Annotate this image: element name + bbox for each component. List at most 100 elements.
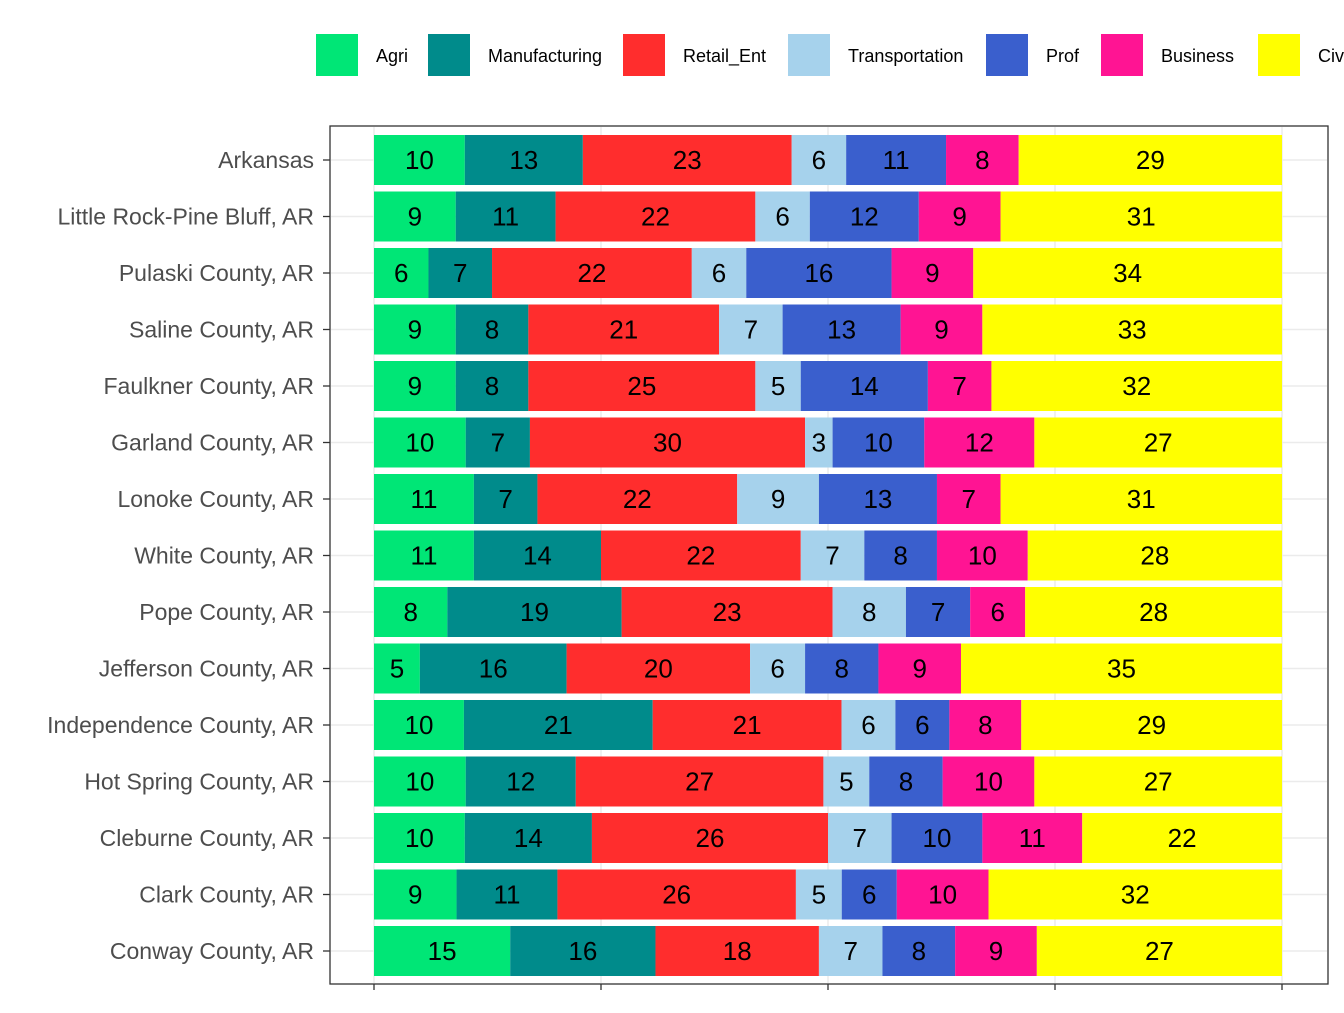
data-label: 12 [506, 767, 535, 797]
data-label: 27 [1145, 936, 1174, 966]
bar-segment [1027, 530, 1282, 581]
data-label: 7 [491, 428, 505, 458]
data-label: 8 [893, 541, 907, 571]
data-label: 14 [850, 371, 879, 401]
bar-segment [828, 813, 892, 863]
bar-segment [900, 304, 983, 355]
data-label: 9 [989, 936, 1003, 966]
bar-segment [895, 700, 950, 750]
bar-segment [891, 248, 974, 298]
bar-segment [528, 361, 756, 411]
data-label: 7 [931, 597, 945, 627]
bar-segment [750, 643, 806, 694]
data-label: 29 [1136, 145, 1165, 175]
data-label: 9 [912, 654, 926, 684]
data-label: 6 [770, 654, 784, 684]
bar-segment [374, 643, 420, 694]
legend-item-agri: Agri [316, 34, 408, 76]
y-tick-label: Garland County, AR [111, 430, 314, 456]
data-label: 10 [405, 823, 434, 853]
data-label: 7 [843, 936, 857, 966]
bar-segment [809, 191, 919, 242]
data-label: 3 [812, 428, 826, 458]
data-label: 8 [899, 767, 913, 797]
y-tick-label: Conway County, AR [110, 938, 314, 964]
bar-segment [795, 869, 842, 920]
bar-segment [882, 926, 956, 976]
bar-segment [374, 926, 511, 976]
bar-segment [818, 474, 937, 524]
y-tick-label: Saline County, AR [129, 317, 314, 343]
data-label: 20 [644, 654, 673, 684]
data-label: 10 [404, 710, 433, 740]
y-tick-label: Clark County, AR [139, 882, 314, 908]
data-label: 28 [1140, 541, 1169, 571]
data-label: 27 [1144, 428, 1173, 458]
bar-segment [1034, 417, 1282, 468]
data-label: 27 [685, 767, 714, 797]
data-label: 18 [723, 936, 752, 966]
bar-segment [791, 135, 847, 185]
data-label: 21 [609, 315, 638, 345]
bar-segment [1034, 756, 1282, 807]
data-label: 9 [408, 880, 422, 910]
y-tick-label: Cleburne County, AR [100, 825, 314, 851]
data-label: 23 [673, 145, 702, 175]
bar-segment [374, 587, 448, 637]
y-tick-label: Faulkner County, AR [103, 373, 314, 399]
y-tick-label: Hot Spring County, AR [84, 769, 314, 795]
bar-segment [1036, 926, 1282, 976]
legend-key [1101, 34, 1143, 76]
data-label: 13 [863, 484, 892, 514]
data-label: 29 [1137, 710, 1166, 740]
data-label: 8 [975, 145, 989, 175]
data-label: 13 [827, 315, 856, 345]
bar-segment [991, 361, 1282, 411]
bar-segment [447, 587, 622, 637]
y-tick-label: Pope County, AR [139, 599, 314, 625]
bar-segment [755, 361, 801, 411]
data-label: 6 [990, 597, 1004, 627]
data-label: 22 [623, 484, 652, 514]
bar-segment [374, 304, 456, 355]
bar-segment [973, 248, 1282, 298]
legend-item-transportation: Transportation [788, 34, 963, 76]
data-label: 5 [390, 654, 404, 684]
bar-segment [891, 813, 983, 863]
data-label: 7 [825, 541, 839, 571]
data-label: 16 [479, 654, 508, 684]
bar-segment [374, 700, 464, 750]
data-label: 11 [493, 880, 520, 910]
bar-segment [896, 869, 989, 920]
bar-segment [575, 756, 824, 807]
data-label: 6 [394, 258, 408, 288]
bar-segment [864, 530, 937, 581]
bar-segment [918, 191, 1001, 242]
data-label: 10 [405, 428, 434, 458]
legend-label: Business [1161, 46, 1234, 66]
data-label: 10 [405, 145, 434, 175]
legend-item-manufacturing: Manufacturing [428, 34, 602, 76]
bar-segment [805, 643, 879, 694]
bar-segment [755, 191, 810, 242]
data-label: 14 [523, 541, 552, 571]
y-tick-label: White County, AR [134, 543, 314, 569]
bar-segment [464, 813, 592, 863]
bar-segment [465, 417, 530, 468]
bar-segment [464, 135, 583, 185]
data-label: 11 [410, 484, 437, 514]
data-label: 10 [968, 541, 997, 571]
bar-segment [463, 700, 653, 750]
bar-segment [800, 530, 865, 581]
legend-label: Retail_Ent [683, 46, 766, 67]
data-label: 9 [925, 258, 939, 288]
bar-segment [970, 587, 1026, 637]
bar-segment [805, 417, 833, 468]
data-label: 7 [744, 315, 758, 345]
bar-segment [582, 135, 792, 185]
data-label: 31 [1127, 202, 1156, 232]
data-label: 9 [952, 202, 966, 232]
bar-segment [374, 361, 456, 411]
bar-segment [374, 869, 457, 920]
